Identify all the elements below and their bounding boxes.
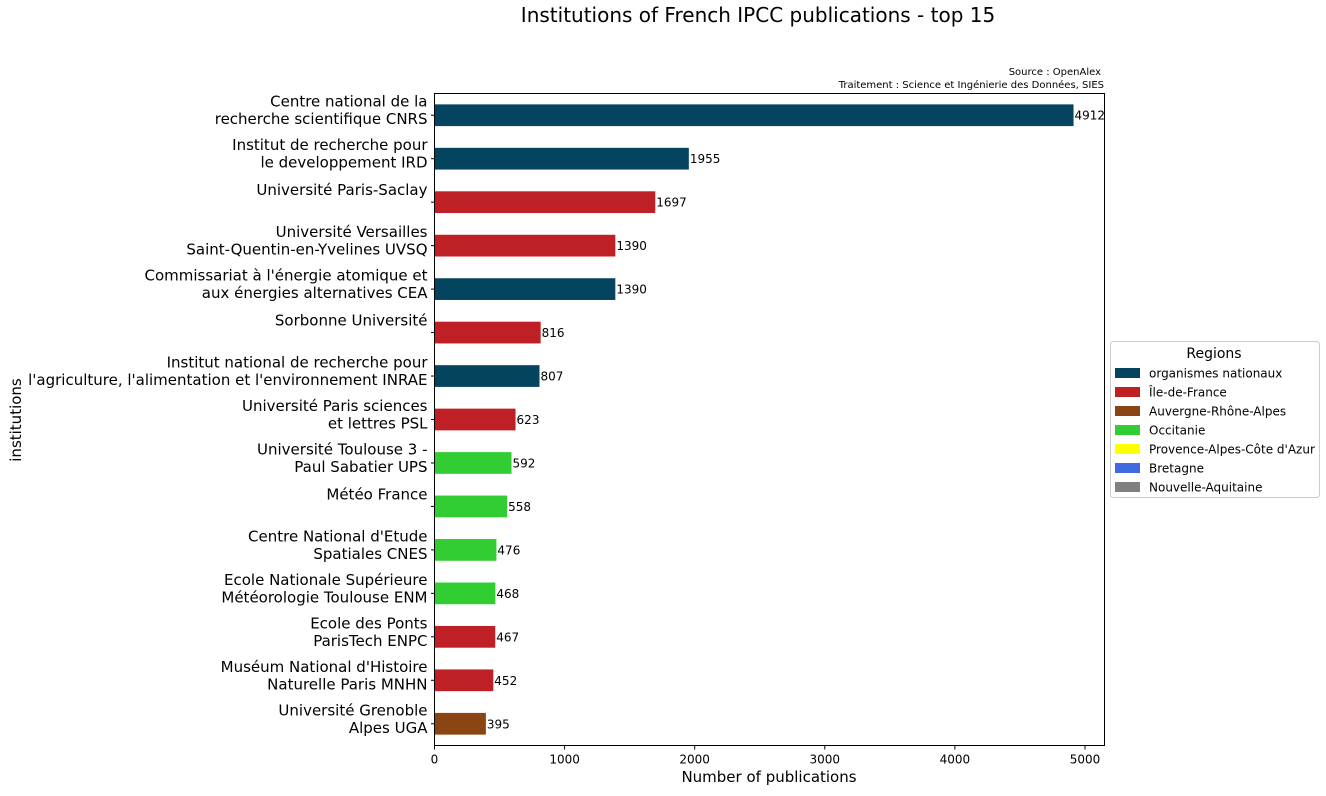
x-axis-label: Number of publications <box>681 768 856 786</box>
bar <box>434 321 541 344</box>
legend-swatch <box>1115 368 1140 378</box>
legend-entry-label: Provence-Alpes-Côte d'Azur <box>1149 443 1315 457</box>
y-tick-label: Commissariat à l'énergie atomique et aux … <box>144 267 428 303</box>
legend-entry-label: Occitanie <box>1149 424 1205 438</box>
y-tick-label: Centre National d'Etude Spatiales CNES <box>248 527 427 563</box>
bar <box>434 365 540 387</box>
bar-value-label: 395 <box>487 717 510 731</box>
legend-entry-label: Auvergne-Rhône-Alpes <box>1149 405 1286 419</box>
bar <box>434 539 497 561</box>
bar-value-label: 1697 <box>656 196 687 210</box>
axes-frame <box>434 93 1105 746</box>
bar <box>434 712 486 735</box>
legend: Regions organismes nationaux Île-de-Franc… <box>1110 341 1320 498</box>
x-tick-label: 1000 <box>549 753 580 767</box>
y-tick-label: Université Versailles Saint-Quentin-en-Yv… <box>186 223 427 259</box>
legend-swatch <box>1115 387 1140 397</box>
legend-swatch <box>1115 406 1140 416</box>
bar <box>434 582 496 605</box>
bar <box>434 408 516 431</box>
legend-swatch <box>1115 463 1140 473</box>
bar <box>434 104 1074 127</box>
y-tick-label: Muséum National d'Histoire Naturelle Pari… <box>221 658 428 694</box>
bar-value-label: 592 <box>513 456 536 470</box>
y-tick-label: Université Paris sciences et lettres PSL <box>242 397 428 433</box>
y-tick-label: Ecole Nationale Supérieure Météorologie T… <box>221 571 427 607</box>
source-line-2: Traitement : Science et Ingénierie des D… <box>838 79 1104 91</box>
bar-value-label: 452 <box>494 674 517 688</box>
legend-entry-label: Île-de-France <box>1148 385 1227 400</box>
y-tick-label: Université Grenoble Alpes UGA <box>278 701 428 737</box>
bar <box>434 147 689 170</box>
bar-value-label: 816 <box>542 326 565 340</box>
y-tick-label: Ecole des Ponts ParisTech ENPC <box>310 614 427 650</box>
bar <box>434 452 512 474</box>
bar-value-label: 476 <box>497 543 520 557</box>
bar <box>434 495 508 518</box>
x-tick-label: 0 <box>431 753 439 767</box>
bar-value-label: 1390 <box>616 283 647 297</box>
bar <box>434 191 656 214</box>
legend-box <box>1110 341 1320 498</box>
y-tick-label: Institut de recherche pour le developpeme… <box>232 136 428 172</box>
bar-value-label: 807 <box>540 370 563 384</box>
plot-area: 4912 Centre national de la recherche scien… <box>28 93 1105 767</box>
bar-value-label: 1955 <box>690 152 721 166</box>
y-tick-label: Météo France <box>326 485 427 503</box>
y-tick-label: Institut national de recherche pour l'agr… <box>28 354 428 390</box>
bar <box>434 669 494 692</box>
legend-swatch <box>1115 482 1140 492</box>
bar-value-label: 467 <box>496 630 519 644</box>
chart-title: Institutions of French IPCC publications… <box>521 3 995 27</box>
legend-title: Regions <box>1186 346 1241 362</box>
legend-entry-label: Nouvelle-Aquitaine <box>1149 481 1262 495</box>
bar <box>434 625 496 648</box>
y-tick-label: Sorbonne Université <box>275 312 428 330</box>
legend-swatch <box>1115 425 1140 435</box>
legend-entry-label: Bretagne <box>1149 462 1204 476</box>
bar <box>434 278 616 300</box>
bar <box>434 234 616 257</box>
bar-value-label: 4912 <box>1075 109 1106 123</box>
bar-value-label: 558 <box>508 500 531 514</box>
legend-swatch <box>1115 444 1140 454</box>
legend-entry-label: organismes nationaux <box>1149 367 1282 381</box>
bar-value-label: 1390 <box>616 239 647 253</box>
y-tick-label: Université Toulouse 3 -Paul Sabatier UPS <box>257 440 427 476</box>
y-tick-label: Centre national de la recherche scientifi… <box>215 93 428 129</box>
x-tick-label: 3000 <box>810 753 841 767</box>
bar-value-label: 623 <box>517 413 540 427</box>
source-line-1: Source : OpenAlex <box>1009 67 1101 78</box>
x-tick-label: 5000 <box>1070 753 1101 767</box>
x-tick-label: 2000 <box>679 753 710 767</box>
x-tick-label: 4000 <box>940 753 971 767</box>
y-axis-label: institutions <box>7 378 25 462</box>
bar-value-label: 468 <box>496 587 519 601</box>
y-tick-label: Université Paris-Saclay <box>256 181 427 199</box>
